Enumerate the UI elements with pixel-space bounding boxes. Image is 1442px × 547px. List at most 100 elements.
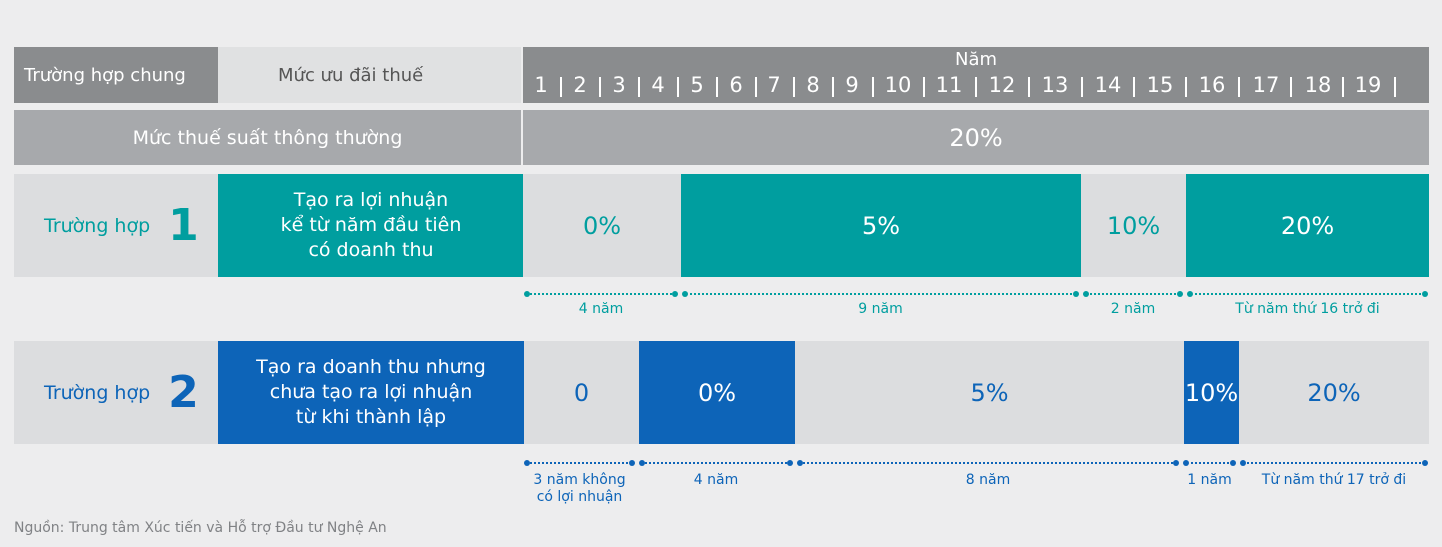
year-separator <box>716 77 718 97</box>
year-label: 4 <box>651 73 665 97</box>
normal-rate-value: 20% <box>523 110 1429 165</box>
year-separator <box>1133 77 1135 97</box>
duration-dot <box>1240 460 1246 466</box>
duration-dot <box>524 460 530 466</box>
duration-label-line: 8 năm <box>965 472 1011 488</box>
case1-word: Trường hợp <box>44 214 151 237</box>
duration-label: 4 năm <box>694 472 738 489</box>
duration-dot <box>672 291 678 297</box>
case1-segment-label: 20% <box>1280 211 1335 240</box>
duration-label-line: có lợi nhuận <box>536 489 623 505</box>
year-label: 12 <box>988 73 1016 97</box>
case1-segment-5pct: 5% <box>681 174 1081 277</box>
year-separator <box>793 77 795 97</box>
case2-segment-label: 0% <box>697 378 737 407</box>
year-label: 3 <box>612 73 626 97</box>
year-separator <box>872 77 874 97</box>
duration-line <box>1243 462 1425 464</box>
duration-dot <box>629 460 635 466</box>
year-label: 14 <box>1094 73 1122 97</box>
header-general-case-label: Trường hợp chung <box>24 64 186 86</box>
case1-segment-20pct: 20% <box>1186 174 1429 277</box>
case2-segment-zero: 0 <box>524 341 639 444</box>
duration-dot <box>1177 291 1183 297</box>
case1-segment-label: 0% <box>582 211 622 240</box>
duration-label-line: 2 năm <box>1110 301 1156 317</box>
case2-description: Tạo ra doanh thu nhưng chưa tạo ra lợi n… <box>218 341 524 444</box>
duration-label-line: 9 năm <box>858 301 903 317</box>
year-separator <box>1028 77 1030 97</box>
case2-segment-0pct: 0% <box>639 341 795 444</box>
year-separator <box>923 77 925 97</box>
case2-number: 2 <box>168 367 199 418</box>
duration-dot <box>797 460 803 466</box>
duration-label: 1 năm <box>1187 472 1231 489</box>
year-label: 2 <box>573 73 587 97</box>
duration-label: Từ năm thứ 16 trở đi <box>1235 301 1379 318</box>
year-label: 7 <box>767 73 781 97</box>
year-label: 10 <box>884 73 912 97</box>
year-label: 18 <box>1304 73 1332 97</box>
header-tax-incentive-label: Mức ưu đãi thuế <box>278 64 424 86</box>
year-label: 9 <box>845 73 859 97</box>
duration-label-line: 4 năm <box>578 301 624 317</box>
case1-label: Trường hợp 1 <box>14 174 218 277</box>
duration-dot <box>1187 291 1193 297</box>
case1-desc-line: kể từ năm đầu tiên <box>280 214 462 236</box>
year-label: 13 <box>1041 73 1069 97</box>
case1-desc-line: có doanh thu <box>308 239 434 261</box>
duration-line <box>685 293 1076 295</box>
duration-label: 2 năm <box>1111 301 1155 318</box>
duration-line <box>527 293 675 295</box>
case2-segment-label: 5% <box>970 378 1009 407</box>
case2-desc-line: chưa tạo ra lợi nhuận <box>269 381 473 403</box>
year-separator <box>599 77 601 97</box>
duration-dot <box>1083 291 1089 297</box>
duration-line <box>642 462 790 464</box>
duration-dot <box>682 291 688 297</box>
duration-label: Từ năm thứ 17 trở đi <box>1262 472 1406 489</box>
normal-rate-label: Mức thuế suất thông thường <box>14 110 521 165</box>
normal-rate-value-text: 20% <box>949 123 1003 152</box>
year-separator <box>638 77 640 97</box>
duration-label: 9 năm <box>858 301 902 318</box>
duration-dot <box>1073 291 1079 297</box>
source-note: Nguồn: Trung tâm Xúc tiến và Hỗ trợ Đầu … <box>14 520 387 536</box>
header-general-case: Trường hợp chung <box>14 47 218 103</box>
duration-label-line: 4 năm <box>693 472 739 488</box>
year-separator <box>975 77 977 97</box>
year-label: 11 <box>935 73 963 97</box>
case1-segment-label: 5% <box>861 211 901 240</box>
case1-segment-label: 10% <box>1106 211 1161 240</box>
duration-line <box>1190 293 1425 295</box>
year-separator <box>677 77 679 97</box>
year-label: 1 <box>534 73 548 97</box>
duration-label: 8 năm <box>966 472 1010 489</box>
year-separator <box>1342 77 1344 97</box>
case2-segment-10pct: 10% <box>1184 341 1239 444</box>
duration-label: 4 năm <box>579 301 623 318</box>
year-separator <box>755 77 757 97</box>
duration-dot <box>1422 460 1428 466</box>
case2-desc-line: từ khi thành lập <box>295 406 447 428</box>
year-label: 6 <box>729 73 743 97</box>
duration-label-line: 1 năm <box>1187 472 1232 488</box>
duration-dot <box>1422 291 1428 297</box>
year-label: 19 <box>1354 73 1382 97</box>
duration-dot <box>1183 460 1189 466</box>
case2-label: Trường hợp 2 <box>14 341 218 444</box>
duration-dot <box>1230 460 1236 466</box>
case2-word: Trường hợp <box>44 381 151 404</box>
year-separator <box>832 77 834 97</box>
year-label: 15 <box>1146 73 1174 97</box>
year-separator <box>560 77 562 97</box>
duration-line <box>800 462 1176 464</box>
year-separator <box>1185 77 1187 97</box>
normal-rate-label-text: Mức thuế suất thông thường <box>132 126 403 149</box>
duration-dot <box>524 291 530 297</box>
duration-line <box>1086 293 1180 295</box>
duration-dot <box>1173 460 1179 466</box>
duration-line <box>527 462 632 464</box>
case2-segment-5pct: 5% <box>795 341 1184 444</box>
year-label: 5 <box>690 73 704 97</box>
